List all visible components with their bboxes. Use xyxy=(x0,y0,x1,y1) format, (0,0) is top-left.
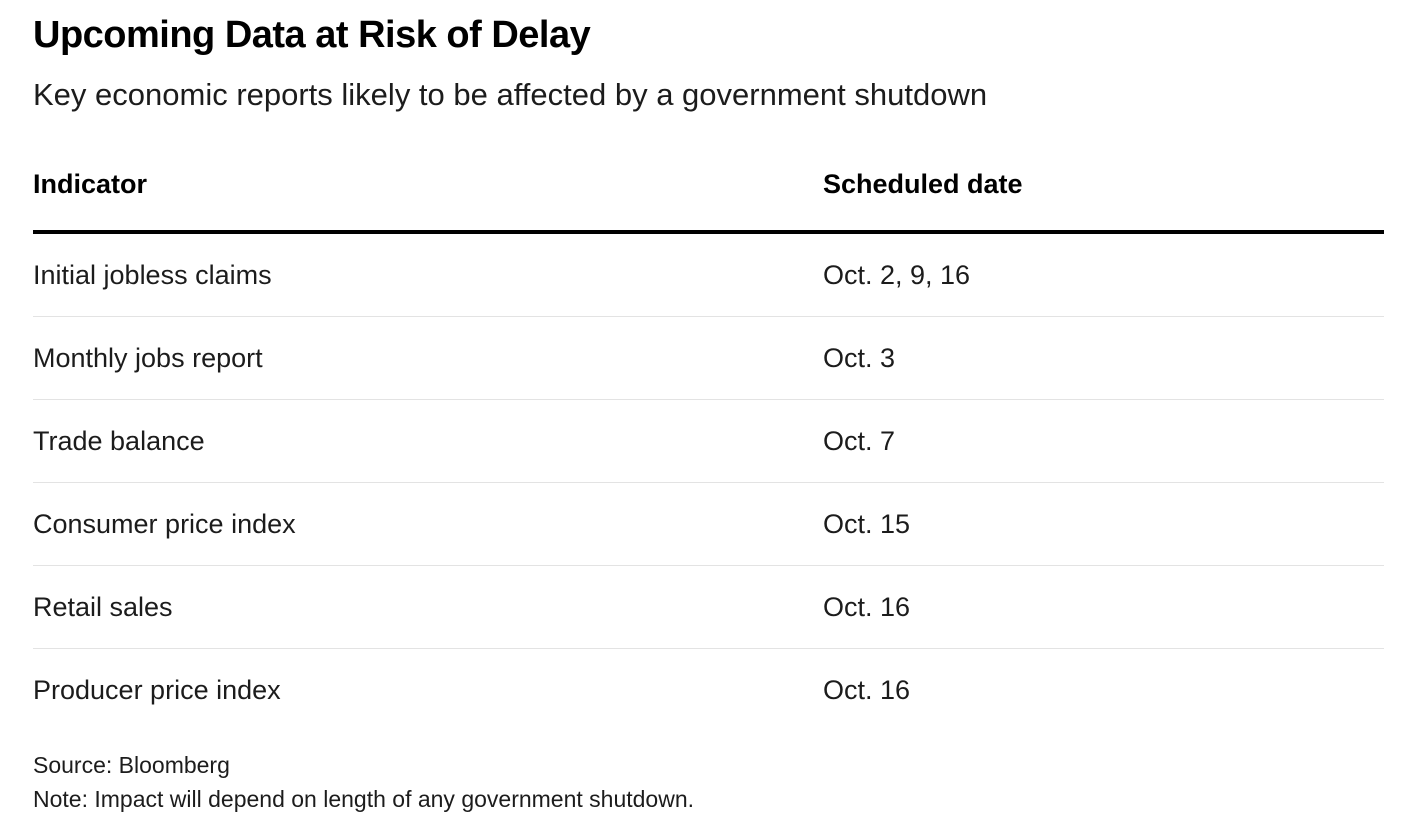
cell-indicator: Monthly jobs report xyxy=(33,342,263,373)
table-row: Trade balance Oct. 7 xyxy=(33,400,1384,483)
cell-indicator: Producer price index xyxy=(33,675,281,705)
cell-scheduled-date: Oct. 16 xyxy=(823,675,911,705)
table-row: Monthly jobs report Oct. 3 xyxy=(33,317,1384,400)
cell-scheduled-date: Oct. 16 xyxy=(823,591,911,622)
chart-subtitle: Key economic reports likely to be affect… xyxy=(33,77,988,112)
cell-indicator: Trade balance xyxy=(33,425,205,456)
table-row: Retail sales Oct. 16 xyxy=(33,566,1384,649)
cell-scheduled-date: Oct. 3 xyxy=(823,342,896,373)
cell-indicator: Initial jobless claims xyxy=(33,259,272,290)
cell-scheduled-date: Oct. 2, 9, 16 xyxy=(823,259,971,290)
chart-title: Upcoming Data at Risk of Delay xyxy=(33,14,591,56)
table-row: Producer price index Oct. 16 xyxy=(33,649,1384,732)
table-row: Initial jobless claims Oct. 2, 9, 16 xyxy=(33,234,1384,317)
column-header-indicator: Indicator xyxy=(33,169,148,199)
table-row: Consumer price index Oct. 15 xyxy=(33,483,1384,566)
source-line: Source: Bloomberg xyxy=(33,752,230,778)
column-header-scheduled-date: Scheduled date xyxy=(823,169,1023,199)
cell-scheduled-date: Oct. 7 xyxy=(823,425,896,456)
cell-indicator: Retail sales xyxy=(33,591,173,622)
note-line: Note: Impact will depend on length of an… xyxy=(33,786,695,812)
data-table: Indicator Scheduled date Initial jobless… xyxy=(33,168,1384,732)
table-header-row: Indicator Scheduled date xyxy=(33,168,1384,234)
cell-indicator: Consumer price index xyxy=(33,508,296,539)
chart-footer: Source: Bloomberg Note: Impact will depe… xyxy=(33,748,1384,816)
cell-scheduled-date: Oct. 15 xyxy=(823,508,911,539)
